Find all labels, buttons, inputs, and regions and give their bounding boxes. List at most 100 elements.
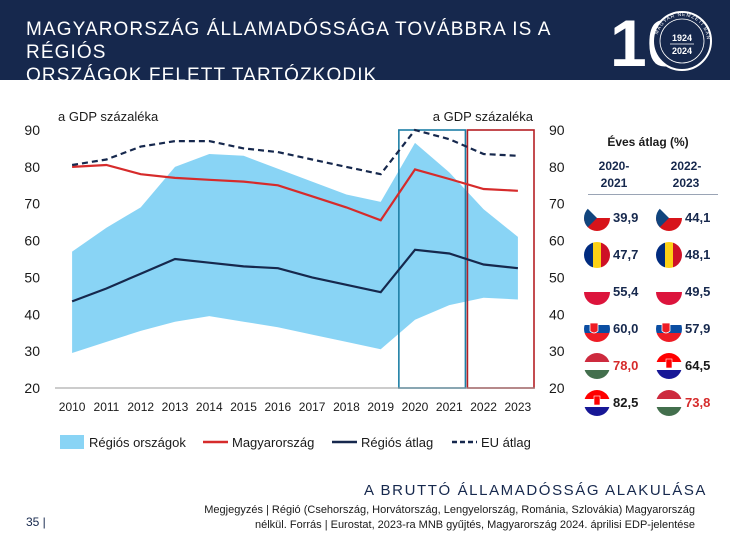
poland-flag <box>656 279 682 305</box>
avg-2020-2021-czech-row: 39,9 <box>584 205 654 233</box>
x-tick-label: 2017 <box>299 400 326 414</box>
hungary-line <box>72 163 518 222</box>
logo-year-end: 2024 <box>672 46 692 56</box>
page-title: MAGYARORSZÁG ÁLLAMADÓSSÁGA TOVÁBBRA IS A… <box>26 18 596 87</box>
y-tick-right-label: 80 <box>549 159 565 175</box>
avg-2022-2023-romania-row: 48,1 <box>656 242 726 270</box>
average-value: 47,7 <box>613 247 639 262</box>
hungary-flag <box>656 390 682 416</box>
x-tick-label: 2022 <box>470 400 497 414</box>
section-title: A BRUTTÓ ÁLLAMADÓSSÁG ALAKULÁSA <box>364 482 708 499</box>
average-value: 73,8 <box>685 395 711 410</box>
average-value: 44,1 <box>685 210 711 225</box>
header-bar: MAGYARORSZÁG ÁLLAMADÓSSÁGA TOVÁBBRA IS A… <box>0 0 730 86</box>
avg-2022-2023-croatia-row: 64,5 <box>656 353 726 381</box>
note-line-2: nélkül. Forrás | Eurostat, 2023-ra MNB g… <box>255 519 695 531</box>
regional-range-band <box>72 142 518 353</box>
note-line-1: Megjegyzés | Régió (Csehország, Horvátor… <box>204 504 695 516</box>
czech-flag <box>656 205 682 231</box>
average-header-divider <box>588 194 718 195</box>
y-tick-left-label: 60 <box>24 233 40 249</box>
y-tick-right-label: 90 <box>549 122 565 138</box>
y-tick-right-label: 40 <box>549 306 565 322</box>
y-tick-right-label: 20 <box>549 380 565 396</box>
x-tick-label: 2015 <box>230 400 257 414</box>
x-tick-label: 2018 <box>333 400 360 414</box>
legend-label-hungary: Magyarország <box>232 435 314 450</box>
x-tick-label: 2014 <box>196 400 223 414</box>
avg-2020-2021-hungary-row: 78,0 <box>584 353 654 381</box>
period-2022-2023-header: 2022- 2023 <box>656 158 716 192</box>
title-line-1: MAGYARORSZÁG ÁLLAMADÓSSÁGA TOVÁBBRA IS A… <box>26 19 551 63</box>
x-tick-label: 2011 <box>94 400 120 414</box>
y-tick-right-label: 30 <box>549 343 565 359</box>
period-1-line-1: 2020- <box>598 159 630 173</box>
average-value: 55,4 <box>613 284 639 299</box>
average-value: 48,1 <box>685 247 711 262</box>
y-tick-right-label: 60 <box>549 233 565 249</box>
x-tick-label: 2010 <box>59 400 86 414</box>
period-1-line-2: 2021 <box>600 176 628 190</box>
y-axis-right-label: a GDP százaléka <box>433 109 534 124</box>
annual-average-panel: Éves átlag (%) 2020- 2021 2022- 2023 39,… <box>578 122 730 416</box>
avg-2022-2023-hungary-row: 73,8 <box>656 390 726 418</box>
avg-2020-2021-slovakia-row: 60,0 <box>584 316 654 344</box>
average-value: 64,5 <box>685 358 711 373</box>
average-value: 57,9 <box>685 321 711 336</box>
mnb-centenary-logo: 10 MAGYAR NEMZETI BANK 1924 2024 <box>604 8 712 74</box>
hungary-flag <box>584 353 610 379</box>
x-tick-label: 2020 <box>402 400 429 414</box>
average-value: 82,5 <box>613 395 639 410</box>
y-tick-left-label: 90 <box>24 122 40 138</box>
slovakia-flag <box>656 316 682 342</box>
y-tick-left-label: 20 <box>24 380 40 396</box>
logo-seal-ring <box>652 11 712 71</box>
y-tick-right-label: 50 <box>549 269 565 285</box>
y-tick-left-label: 30 <box>24 343 40 359</box>
regional-average-line <box>71 248 519 303</box>
average-value: 39,9 <box>613 210 639 225</box>
logo-year-start: 1924 <box>672 33 692 43</box>
poland-flag <box>584 279 610 305</box>
legend-swatch-regional-range <box>60 435 84 449</box>
y-axis-left-label: a GDP százaléka <box>58 109 159 124</box>
avg-2022-2023-slovakia-row: 57,9 <box>656 316 726 344</box>
x-tick-label: 2012 <box>127 400 154 414</box>
eu-average-line <box>71 128 518 176</box>
annual-average-title: Éves átlag (%) <box>607 135 689 149</box>
y-tick-left-label: 40 <box>24 306 40 322</box>
croatia-flag <box>656 353 682 379</box>
page-number: 35 | <box>26 515 46 529</box>
x-tick-label: 2019 <box>367 400 394 414</box>
average-value: 49,5 <box>685 284 711 299</box>
romania-flag <box>656 242 682 268</box>
y-tick-right-label: 70 <box>549 196 565 212</box>
x-tick-label: 2021 <box>436 400 463 414</box>
avg-2020-2021-poland-row: 55,4 <box>584 279 654 307</box>
y-tick-left-label: 80 <box>24 159 40 175</box>
avg-2020-2021-croatia-row: 82,5 <box>584 390 654 418</box>
y-tick-left-label: 70 <box>24 196 40 212</box>
average-value: 78,0 <box>613 358 639 373</box>
x-tick-label: 2013 <box>162 400 189 414</box>
period-2-line-1: 2022- <box>670 159 702 173</box>
average-value: 60,0 <box>613 321 639 336</box>
x-tick-label: 2023 <box>505 400 532 414</box>
avg-2022-2023-czech-row: 44,1 <box>656 205 726 233</box>
source-note: Megjegyzés | Régió (Csehország, Horvátor… <box>150 503 695 533</box>
logo-seal-inner-ring <box>659 18 705 64</box>
avg-2020-2021-romania-row: 47,7 <box>584 242 654 270</box>
y-tick-left-label: 50 <box>24 269 40 285</box>
period-2020-2021-header: 2020- 2021 <box>584 158 644 192</box>
czech-flag <box>584 205 610 231</box>
legend-label-eu-average: EU átlag <box>481 435 531 450</box>
period-2-line-2: 2023 <box>672 176 700 190</box>
title-line-2: ORSZÁGOK FELETT TARTÓZKODIK <box>26 65 378 86</box>
romania-flag <box>584 242 610 268</box>
avg-2022-2023-poland-row: 49,5 <box>656 279 726 307</box>
legend-label-regional-range: Régiós országok <box>89 435 186 450</box>
x-tick-label: 2016 <box>265 400 292 414</box>
legend-label-regional-average: Régiós átlag <box>361 435 433 450</box>
croatia-flag <box>584 390 610 416</box>
